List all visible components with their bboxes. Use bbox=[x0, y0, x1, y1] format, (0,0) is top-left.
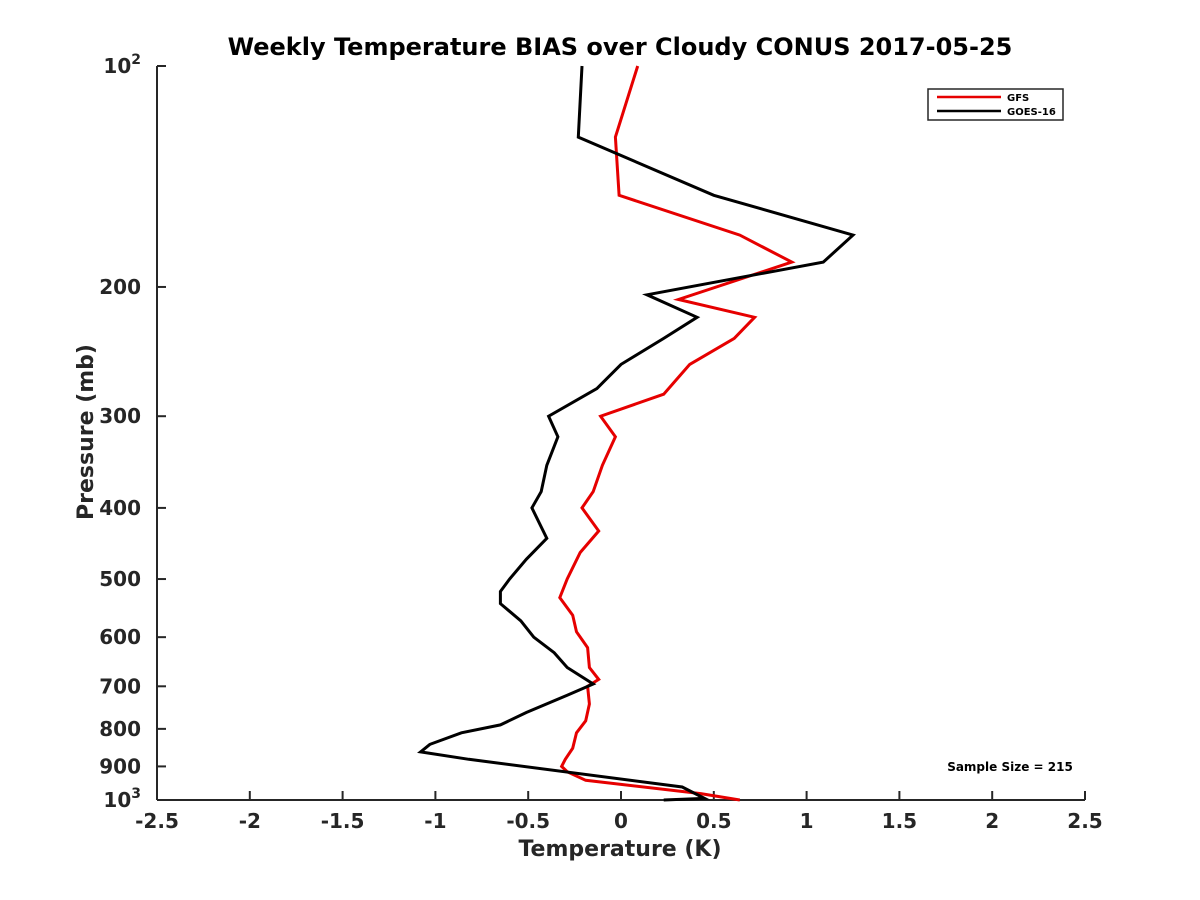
y-tick-label: 900 bbox=[99, 754, 141, 778]
series-line-goes-16 bbox=[417, 65, 857, 802]
plot-area: -2.5 -2 -1.5 -1 -0.5 0 0.5 1 1.5 2 2.5 102 200 300 400… bbox=[99, 52, 1102, 833]
legend: GFS GOES-16 bbox=[927, 88, 1064, 121]
x-tick-label: 2.5 bbox=[1067, 809, 1102, 833]
y-tick-label: 300 bbox=[99, 404, 141, 428]
legend-label-goes-16: GOES-16 bbox=[1007, 107, 1056, 118]
x-tick-label: 0.5 bbox=[696, 809, 731, 833]
y-tick-label: 200 bbox=[99, 275, 141, 299]
y-tick-label: 103 bbox=[103, 786, 141, 812]
x-tick-label: 2 bbox=[985, 809, 999, 833]
y-tick-label: 500 bbox=[99, 567, 141, 591]
x-tick-label: 1 bbox=[800, 809, 814, 833]
y-tick-label: 600 bbox=[99, 625, 141, 649]
x-tick-label: 0 bbox=[614, 809, 628, 833]
x-tick-label: -2.5 bbox=[135, 809, 179, 833]
chart-title: Weekly Temperature BIAS over Cloudy CONU… bbox=[228, 33, 1013, 61]
x-tick-label: -1 bbox=[424, 809, 446, 833]
x-tick-label: -1.5 bbox=[321, 809, 365, 833]
x-axis-label: Temperature (K) bbox=[518, 837, 721, 862]
y-tick-label: 400 bbox=[99, 496, 141, 520]
y-tick-label: 700 bbox=[99, 674, 141, 698]
sample-size-annotation: Sample Size = 215 bbox=[947, 760, 1073, 774]
x-tick-label: -0.5 bbox=[506, 809, 550, 833]
y-tick-label: 800 bbox=[99, 717, 141, 741]
y-tick-label: 102 bbox=[103, 52, 141, 78]
x-tick-label: -2 bbox=[239, 809, 261, 833]
legend-box bbox=[927, 88, 1064, 121]
x-tick-label: 1.5 bbox=[882, 809, 917, 833]
series-line-gfs bbox=[558, 65, 796, 802]
y-axis-label: Pressure (mb) bbox=[74, 344, 99, 520]
legend-label-gfs: GFS bbox=[1007, 93, 1029, 104]
